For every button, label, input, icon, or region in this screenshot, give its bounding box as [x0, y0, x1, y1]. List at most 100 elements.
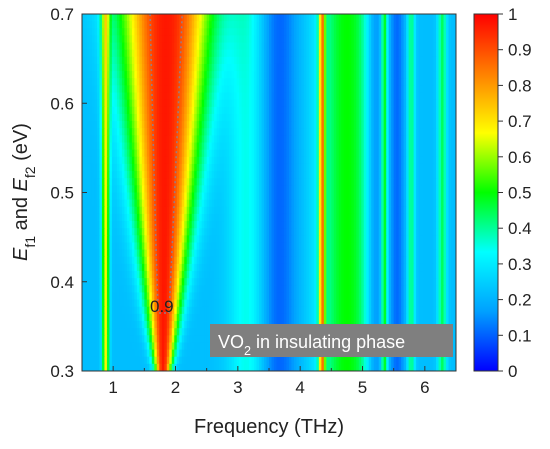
heatmap-cell: [239, 163, 243, 172]
heatmap-cell: [201, 14, 205, 22]
heatmap-cell: [328, 71, 332, 79]
heatmap-cell: [191, 249, 195, 258]
heatmap-cell: [116, 128, 120, 136]
heatmap-cell: [406, 228, 410, 236]
heatmap-cell: [308, 192, 312, 201]
heatmap-cell: [421, 113, 425, 122]
heatmap-cell: [214, 242, 218, 251]
heatmap-cell: [124, 71, 128, 79]
heatmap-cell: [124, 192, 128, 201]
heatmap-cell: [421, 135, 425, 144]
heatmap-cell: [296, 199, 300, 208]
heatmap-cell: [431, 228, 435, 236]
heatmap-cell: [171, 178, 175, 186]
heatmap-cell: [371, 221, 375, 229]
heatmap-cell: [438, 163, 442, 172]
heatmap-cell: [311, 42, 315, 51]
heatmap-cell: [403, 192, 407, 201]
heatmap-cell: [219, 35, 223, 44]
heatmap-cell: [129, 142, 133, 151]
heatmap-cell: [386, 42, 390, 51]
heatmap-cell: [328, 142, 332, 151]
heatmap-cell: [149, 63, 153, 72]
heatmap-cell: [156, 178, 160, 186]
heatmap-cell: [89, 135, 93, 144]
heatmap-cell: [171, 42, 175, 51]
heatmap-cell: [413, 106, 417, 115]
heatmap-cell: [316, 228, 320, 236]
heatmap-cell: [266, 228, 270, 236]
heatmap-cell: [393, 49, 397, 58]
heatmap-cell: [244, 99, 248, 108]
heatmap-cell: [293, 128, 298, 136]
heatmap-cell: [164, 228, 168, 236]
heatmap-cell: [249, 106, 253, 115]
heatmap-cell: [229, 56, 233, 65]
heatmap-cell: [111, 63, 116, 72]
heatmap-cell: [376, 63, 380, 72]
heatmap-cell: [281, 163, 285, 172]
heatmap-cell: [443, 228, 447, 236]
heatmap-cell: [236, 63, 240, 72]
heatmap-cell: [333, 121, 337, 129]
heatmap-cell: [416, 92, 420, 101]
heatmap-cell: [358, 28, 362, 37]
heatmap-cell: [283, 235, 288, 244]
heatmap-cell: [421, 42, 425, 51]
heatmap-cell: [229, 199, 233, 208]
heatmap-cell: [438, 14, 442, 22]
heatmap-cell: [249, 85, 253, 94]
heatmap-cell: [99, 85, 103, 94]
heatmap-cell: [206, 28, 210, 37]
heatmap-cell: [386, 113, 390, 122]
heatmap-cell: [181, 135, 185, 144]
heatmap-cell: [313, 199, 317, 208]
heatmap-cell: [82, 113, 86, 122]
heatmap-cell: [94, 78, 98, 86]
heatmap-cell: [181, 163, 185, 172]
heatmap-cell: [166, 14, 170, 22]
heatmap-cell: [134, 121, 138, 129]
heatmap-cell: [301, 242, 305, 251]
heatmap-cell: [356, 49, 360, 58]
heatmap-cell: [271, 121, 275, 129]
heatmap-cell: [376, 199, 380, 208]
heatmap-cell: [121, 249, 125, 258]
heatmap-cell: [251, 121, 255, 129]
heatmap-cell: [166, 192, 170, 201]
heatmap-cell: [181, 85, 185, 94]
heatmap-cell: [254, 78, 258, 86]
heatmap-cell: [116, 149, 120, 158]
heatmap-cell: [259, 63, 263, 72]
heatmap-cell: [331, 92, 335, 101]
heatmap-cell: [259, 14, 263, 22]
heatmap-cell: [239, 135, 243, 144]
heatmap-cell: [423, 99, 427, 108]
heatmap-cell: [206, 128, 210, 136]
heatmap-cell: [323, 85, 327, 94]
heatmap-cell: [393, 228, 397, 236]
heatmap-cell: [353, 99, 357, 108]
heatmap-cell: [166, 85, 170, 94]
heatmap-cell: [303, 192, 307, 201]
heatmap-cell: [156, 142, 160, 151]
heatmap-cell: [194, 228, 198, 236]
heatmap-cell: [363, 56, 367, 65]
heatmap-cell: [174, 128, 178, 136]
heatmap-cell: [254, 199, 258, 208]
heatmap-cell: [104, 228, 108, 236]
heatmap-cell: [104, 63, 108, 72]
heatmap-cell: [254, 21, 258, 29]
heatmap-cell: [176, 199, 180, 208]
heatmap-cell: [101, 92, 106, 101]
heatmap-cell: [161, 142, 165, 151]
heatmap-cell: [216, 199, 220, 208]
heatmap-cell: [411, 113, 415, 122]
heatmap-cell: [226, 213, 230, 222]
heatmap-cell: [376, 192, 380, 201]
heatmap-cell: [159, 206, 163, 215]
heatmap-cell: [343, 128, 347, 136]
heatmap-cell: [341, 14, 345, 22]
heatmap-cell: [326, 56, 330, 65]
heatmap-cell: [323, 113, 327, 122]
